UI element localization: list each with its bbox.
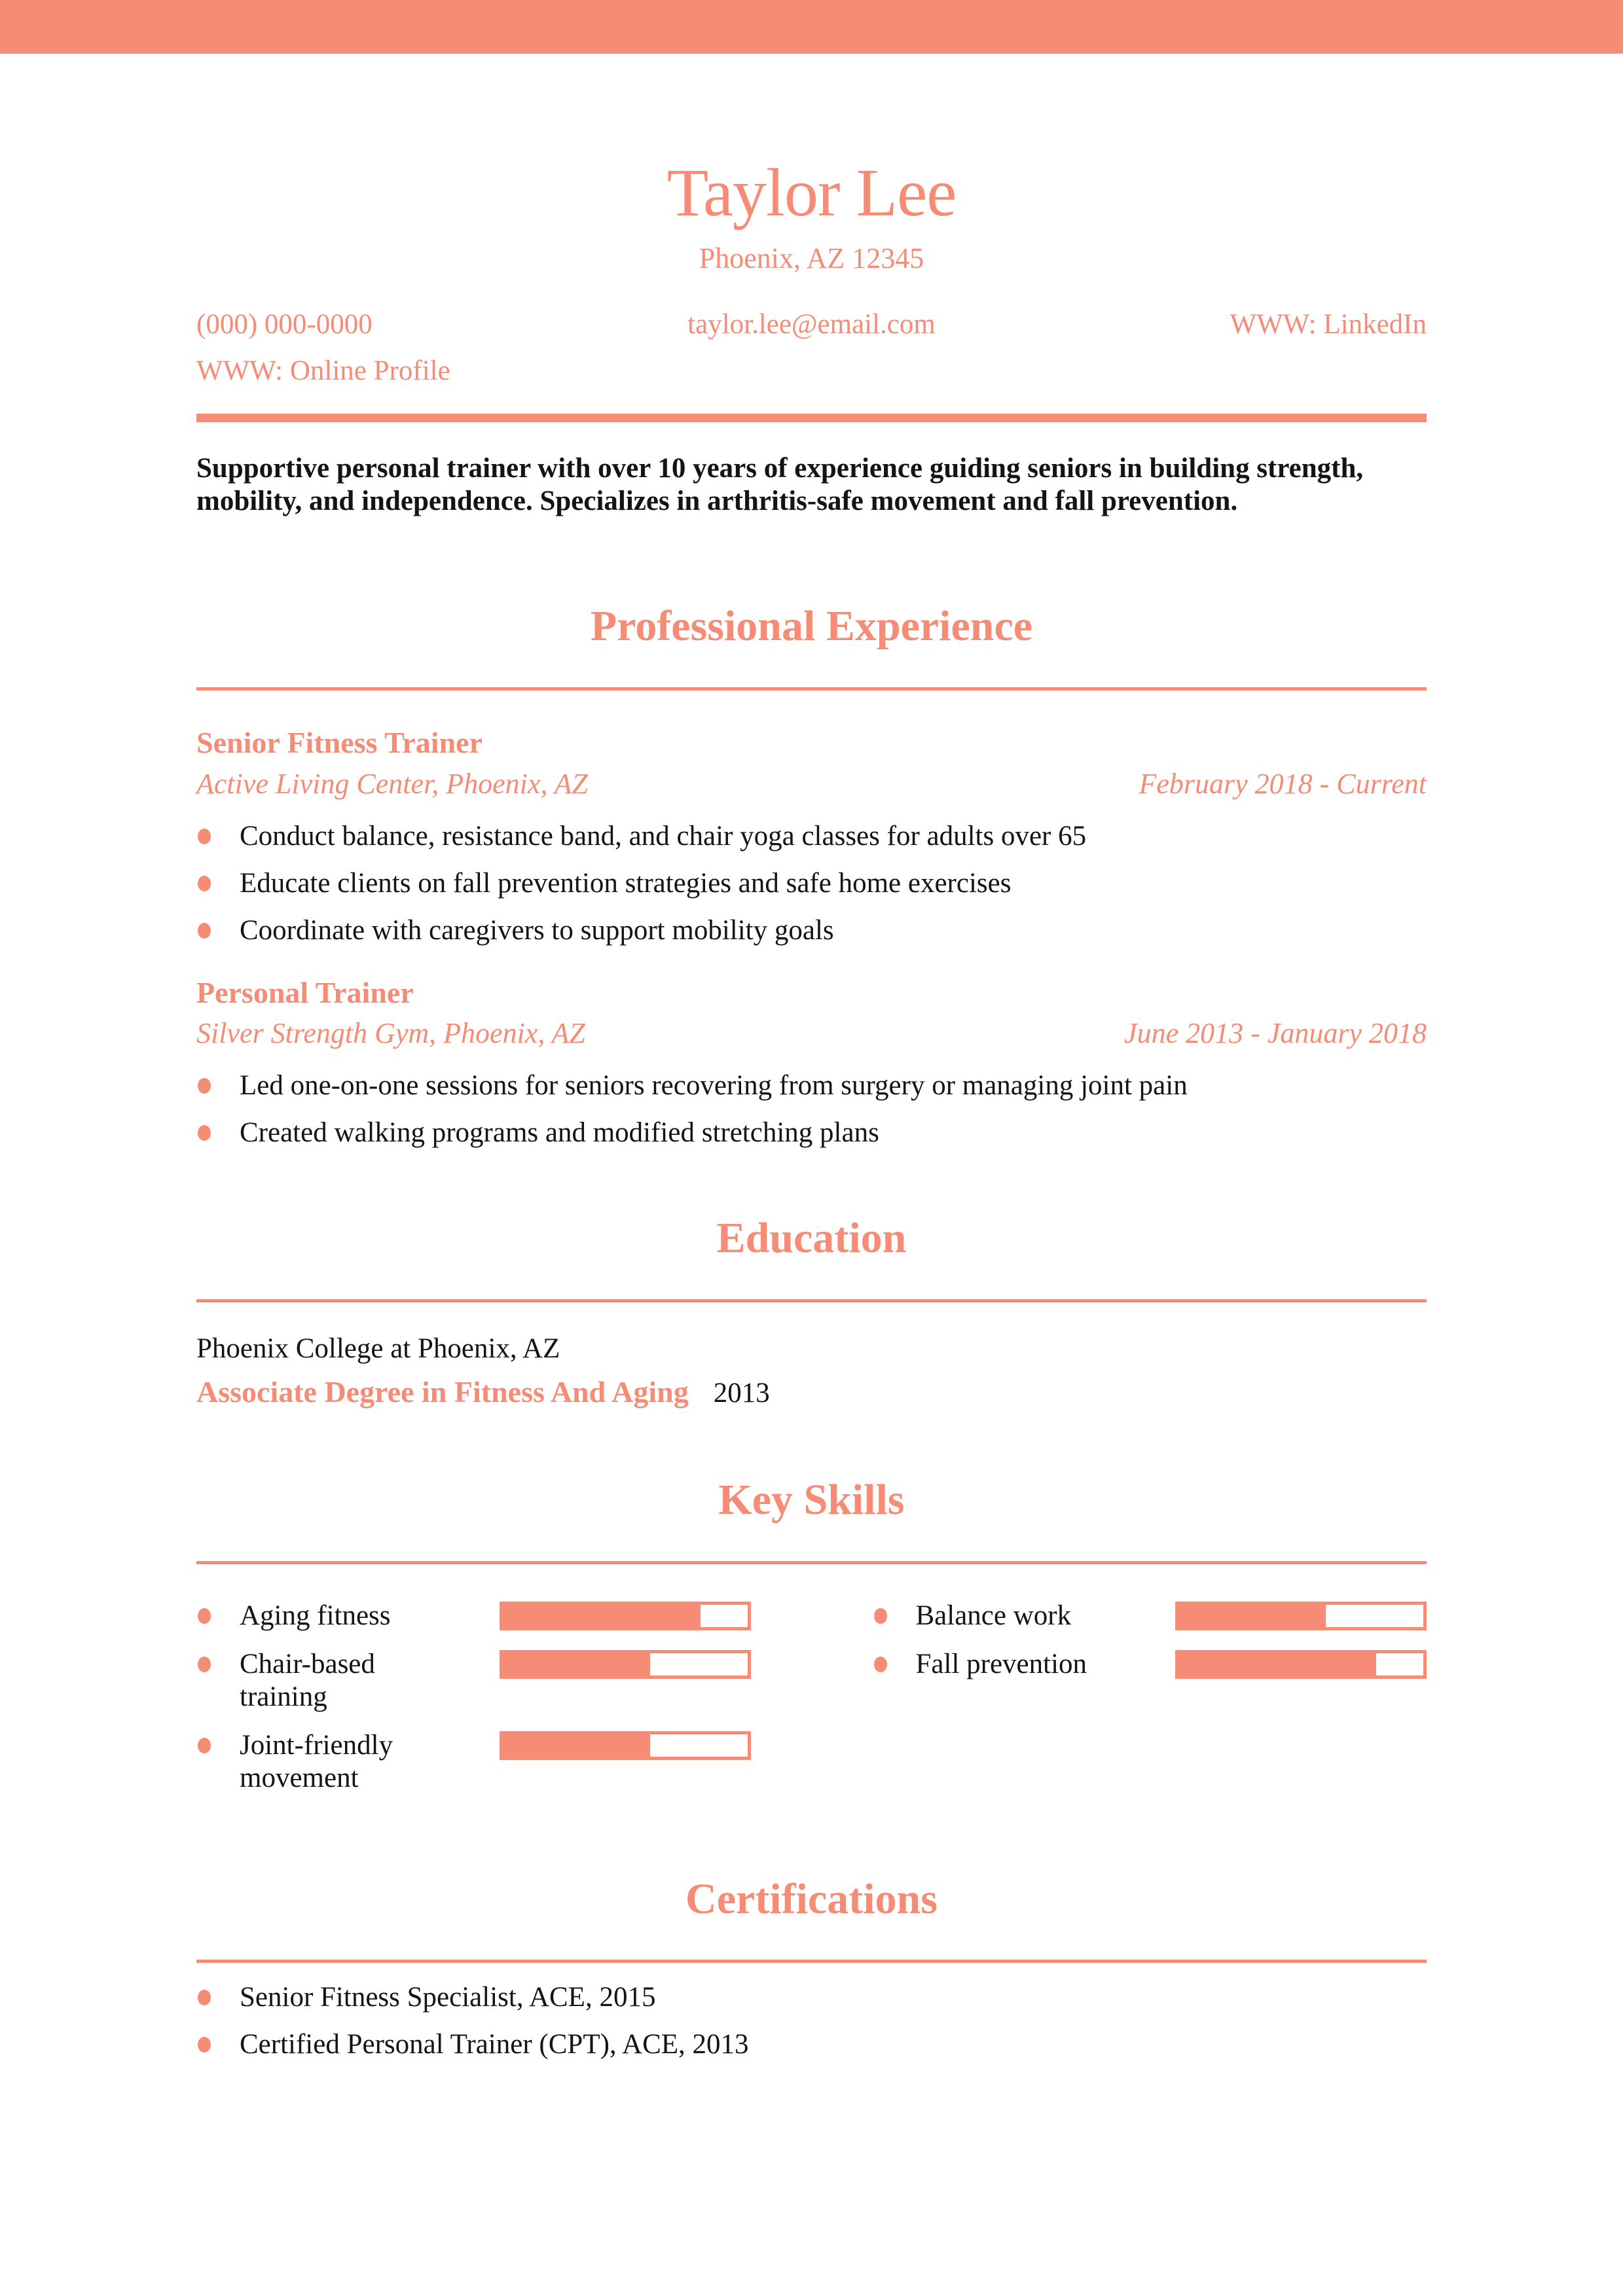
- bullet-marker-icon: [198, 1737, 211, 1753]
- job-dates: February 2018 - Current: [1139, 767, 1427, 800]
- header-divider: [196, 414, 1427, 423]
- section-divider: [196, 1960, 1427, 1964]
- summary-text: Supportive personal trainer with over 10…: [196, 453, 1364, 517]
- job-dates: June 2013 - January 2018: [1124, 1017, 1427, 1050]
- education-school: Phoenix College at Phoenix, AZ: [196, 1333, 560, 1364]
- skill-label: Joint-friendly movement: [240, 1729, 393, 1793]
- job-title: Senior Fitness Trainer: [196, 725, 483, 759]
- skill-item: Fall prevention: [873, 1648, 1427, 1681]
- bullet-marker-icon: [873, 1607, 887, 1624]
- job-bullet: Coordinate with caregivers to support mo…: [196, 914, 1427, 947]
- certification-item: Senior Fitness Specialist, ACE, 2015: [196, 1981, 1427, 2014]
- skill-label: Aging fitness: [240, 1600, 391, 1631]
- job-bullet-list: Conduct balance, resistance band, and ch…: [196, 820, 1427, 947]
- skills-column-left: Aging fitness Chair-based training Joint…: [196, 1600, 751, 1810]
- section-title-experience: Professional Experience: [590, 602, 1033, 651]
- job-bullet: Conduct balance, resistance band, and ch…: [196, 820, 1427, 853]
- education-degree: Associate Degree in Fitness And Aging: [196, 1374, 689, 1408]
- job-title: Personal Trainer: [196, 975, 414, 1009]
- bullet-marker-icon: [198, 1990, 211, 2006]
- skill-item: Joint-friendly movement: [196, 1729, 751, 1795]
- bullet-marker-icon: [198, 1078, 211, 1094]
- section-title-skills: Key Skills: [718, 1475, 905, 1524]
- person-name: Taylor Lee: [666, 155, 957, 230]
- top-accent-bar: [0, 0, 1623, 54]
- job-bullet-list: Led one-on-one sessions for seniors reco…: [196, 1069, 1427, 1149]
- job-meta: Silver Strength Gym, Phoenix, AZ June 20…: [196, 1016, 1427, 1051]
- job-entry: Personal Trainer Silver Strength Gym, Ph…: [196, 976, 1427, 1150]
- linkedin-text: WWW: LinkedIn: [1230, 308, 1427, 340]
- certification-item: Certified Personal Trainer (CPT), ACE, 2…: [196, 2028, 1427, 2061]
- job-bullet: Educate clients on fall prevention strat…: [196, 867, 1427, 900]
- skill-item: Chair-based training: [196, 1648, 751, 1713]
- bullet-marker-icon: [198, 1125, 211, 1141]
- skill-bar: [499, 1731, 751, 1760]
- education-year: 2013: [713, 1377, 770, 1408]
- skill-bar-empty: [649, 1734, 748, 1757]
- skill-bar-empty: [1326, 1604, 1423, 1627]
- bullet-marker-icon: [198, 1607, 211, 1624]
- education-degree-row: Associate Degree in Fitness And Aging 201…: [196, 1374, 1427, 1411]
- skill-bar: [499, 1601, 751, 1630]
- bullet-marker-icon: [198, 875, 211, 891]
- bullet-marker-icon: [873, 1656, 887, 1672]
- skill-bar: [499, 1649, 751, 1679]
- person-location: Phoenix, AZ 12345: [699, 242, 924, 275]
- section-divider: [196, 1560, 1427, 1564]
- bullet-marker-icon: [198, 1656, 211, 1672]
- skill-item: Balance work: [873, 1600, 1427, 1632]
- skill-bar: [1175, 1601, 1427, 1630]
- skills-grid: Aging fitness Chair-based training Joint…: [196, 1600, 1427, 1810]
- job-company: Silver Strength Gym, Phoenix, AZ: [196, 1017, 585, 1050]
- skill-label: Balance work: [915, 1600, 1072, 1631]
- bullet-marker-icon: [198, 922, 211, 939]
- skill-label: Chair-based training: [240, 1648, 375, 1712]
- certification-list: Senior Fitness Specialist, ACE, 2015 Cer…: [196, 1981, 1427, 2061]
- section-divider: [196, 1299, 1427, 1302]
- contact-info: (000) 000-0000 taylor.lee@email.com WWW:…: [196, 309, 1427, 387]
- section-divider: [196, 687, 1427, 691]
- bullet-marker-icon: [198, 2037, 211, 2053]
- section-title-education: Education: [716, 1214, 907, 1263]
- job-entry: Senior Fitness Trainer Active Living Cen…: [196, 726, 1427, 947]
- skill-bar-empty: [1376, 1653, 1423, 1676]
- skill-bar-empty: [700, 1604, 748, 1627]
- job-meta: Active Living Center, Phoenix, AZ Februa…: [196, 767, 1427, 802]
- section-title-certifications: Certifications: [685, 1874, 938, 1923]
- job-bullet: Created walking programs and modified st…: [196, 1117, 1427, 1149]
- skill-item: Aging fitness: [196, 1600, 751, 1632]
- skills-column-right: Balance work Fall prevention: [873, 1600, 1427, 1810]
- bullet-marker-icon: [198, 828, 211, 844]
- job-bullet: Led one-on-one sessions for seniors reco…: [196, 1069, 1427, 1102]
- job-company: Active Living Center, Phoenix, AZ: [196, 767, 588, 800]
- skill-bar-empty: [649, 1653, 748, 1676]
- online-profile-text: WWW: Online Profile: [196, 355, 450, 386]
- skill-bar: [1175, 1649, 1427, 1679]
- phone-text: (000) 000-0000: [196, 308, 373, 340]
- email-text: taylor.lee@email.com: [687, 308, 936, 340]
- skill-label: Fall prevention: [915, 1648, 1087, 1679]
